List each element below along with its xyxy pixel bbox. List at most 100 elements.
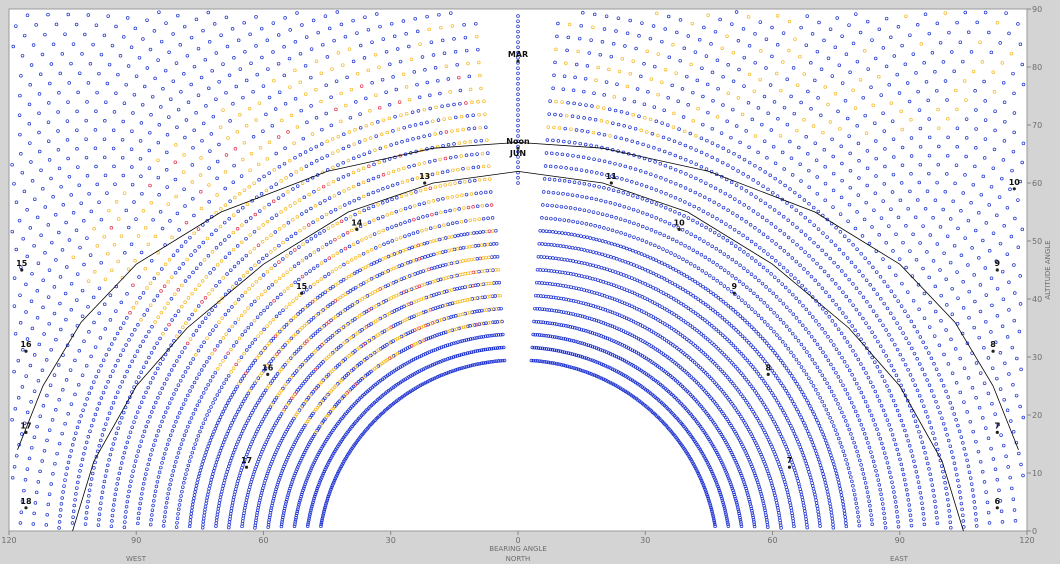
data-point xyxy=(751,386,755,391)
data-point xyxy=(712,518,716,523)
data-point xyxy=(443,330,448,334)
data-point xyxy=(552,308,556,313)
data-point xyxy=(640,280,645,285)
data-point xyxy=(470,310,475,314)
data-point xyxy=(541,359,545,364)
data-point xyxy=(491,359,495,364)
data-point xyxy=(724,373,728,378)
data-point xyxy=(481,361,486,365)
data-point xyxy=(725,518,729,522)
data-point xyxy=(501,345,506,350)
data-point xyxy=(765,522,770,527)
data-point xyxy=(533,332,538,337)
data-point xyxy=(759,398,763,402)
data-point xyxy=(430,377,435,381)
data-point xyxy=(484,321,488,325)
data-point xyxy=(612,368,617,372)
data-point xyxy=(485,334,490,338)
data-point xyxy=(297,501,302,505)
data-point xyxy=(331,482,335,486)
data-point xyxy=(313,458,317,462)
data-point xyxy=(715,482,719,487)
data-point xyxy=(532,319,536,324)
data-point xyxy=(291,478,295,482)
data-point xyxy=(472,323,477,327)
data-point xyxy=(408,374,413,378)
data-point xyxy=(540,333,544,338)
data-point xyxy=(350,318,355,323)
data-point xyxy=(463,351,468,356)
data-point xyxy=(692,463,696,467)
data-point xyxy=(451,314,456,319)
data-point xyxy=(736,509,741,514)
data-point xyxy=(340,463,344,467)
data-point xyxy=(288,484,293,489)
data-point xyxy=(590,344,595,349)
data-point xyxy=(470,363,475,368)
data-point xyxy=(461,365,465,370)
data-point xyxy=(717,386,722,390)
data-point xyxy=(707,498,711,502)
data-point xyxy=(765,520,769,525)
data-point xyxy=(643,282,648,286)
data-point xyxy=(266,522,271,527)
data-point xyxy=(559,323,564,327)
data-point xyxy=(314,488,319,493)
data-point xyxy=(590,358,594,363)
data-point xyxy=(343,308,347,312)
data-point xyxy=(269,508,273,513)
data-point xyxy=(268,381,273,386)
data-point xyxy=(601,363,606,367)
data-point xyxy=(246,418,250,423)
data-point xyxy=(764,515,769,520)
data-point xyxy=(429,349,434,354)
data-point xyxy=(320,518,324,523)
data-point xyxy=(335,330,339,335)
data-point xyxy=(468,337,473,341)
data-point xyxy=(677,315,681,320)
data-point xyxy=(614,354,619,359)
data-point xyxy=(539,359,543,364)
data-point xyxy=(703,487,707,492)
data-point xyxy=(697,347,702,351)
data-point xyxy=(315,486,320,491)
data-point xyxy=(416,370,420,374)
data-point xyxy=(723,508,727,512)
data-point xyxy=(473,349,478,354)
data-point xyxy=(707,322,712,326)
data-point xyxy=(316,384,320,388)
data-point xyxy=(737,349,742,354)
data-point xyxy=(263,388,268,393)
data-point xyxy=(293,518,298,522)
data-point xyxy=(710,324,714,328)
data-point xyxy=(537,333,542,337)
data-point xyxy=(283,363,287,367)
data-point xyxy=(489,360,493,364)
data-point xyxy=(357,314,362,318)
data-point xyxy=(738,515,742,520)
data-point xyxy=(316,346,320,351)
data-point xyxy=(244,421,249,425)
data-point xyxy=(712,380,717,384)
data-point xyxy=(752,524,757,529)
data-point xyxy=(717,488,722,493)
data-point xyxy=(576,354,581,358)
data-point xyxy=(569,365,573,369)
data-point xyxy=(739,352,744,356)
data-point xyxy=(709,358,713,362)
data-point xyxy=(279,524,284,529)
data-point xyxy=(449,355,454,360)
data-point xyxy=(731,381,735,386)
data-point xyxy=(654,287,658,291)
data-point xyxy=(702,485,707,490)
data-point xyxy=(299,383,304,388)
data-point xyxy=(538,346,543,350)
data-point xyxy=(441,372,445,377)
data-point xyxy=(545,321,550,325)
data-point xyxy=(327,354,331,359)
data-point xyxy=(712,520,717,525)
data-point xyxy=(762,506,767,510)
data-point xyxy=(594,360,598,364)
data-point xyxy=(471,349,476,354)
data-point xyxy=(582,355,587,360)
